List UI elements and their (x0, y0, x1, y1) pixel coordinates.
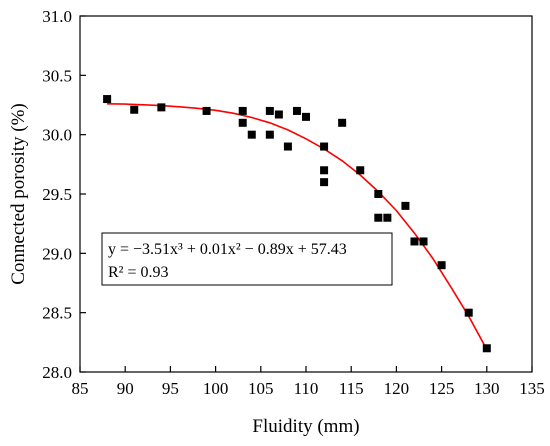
y-tick-label: 29.0 (42, 244, 72, 263)
data-point (320, 166, 329, 175)
fit-curve (107, 103, 488, 350)
data-point (320, 178, 329, 187)
x-tick-label: 85 (72, 379, 89, 398)
data-point (238, 106, 247, 115)
data-point (103, 95, 112, 104)
r-squared-label: R² = 0.93 (108, 264, 169, 281)
y-tick-label: 31.0 (42, 7, 72, 26)
data-point (383, 213, 392, 222)
x-tick-label: 95 (162, 379, 179, 398)
data-point (338, 118, 347, 127)
data-point (247, 130, 256, 139)
data-point (401, 201, 410, 210)
x-tick-label: 130 (474, 379, 500, 398)
x-tick-label: 135 (519, 379, 545, 398)
data-point (374, 190, 383, 198)
data-point (419, 237, 428, 246)
data-point (464, 308, 473, 317)
x-tick-label: 90 (117, 379, 134, 398)
data-point (283, 142, 292, 151)
y-tick-label: 28.5 (42, 304, 72, 323)
data-point (356, 166, 365, 175)
y-tick-label: 30.5 (42, 66, 72, 85)
data-point (202, 106, 211, 115)
data-point (292, 106, 301, 115)
x-tick-label: 115 (339, 379, 364, 398)
x-axis-title: Fluidity (mm) (252, 416, 359, 437)
chart-marks (103, 95, 491, 353)
fit-equation: y = −3.51x³ + 0.01x² − 0.89x + 57.43 (108, 241, 347, 258)
data-point (437, 261, 446, 270)
plot-area-frame (79, 15, 533, 373)
x-tick-label: 110 (294, 379, 319, 398)
y-axis-title: Connected porosity (%) (8, 103, 29, 285)
y-tick-label: 29.5 (42, 185, 72, 204)
equation-box-frame (101, 232, 393, 286)
y-tick-label: 30.0 (42, 126, 72, 145)
x-tick-label: 120 (384, 379, 410, 398)
data-point (374, 213, 383, 222)
data-point (302, 112, 310, 121)
data-point (265, 106, 274, 115)
data-point (320, 142, 329, 151)
x-tick-label: 100 (203, 379, 229, 398)
data-point (274, 110, 283, 119)
x-tick-label: 105 (248, 379, 274, 398)
data-point (482, 344, 491, 353)
data-point (130, 105, 139, 114)
data-point (238, 118, 247, 127)
axis-ticks: 85 90 95 100 105 110 115 120 125 130 135 28.0 28.5 29… (42, 7, 545, 398)
equation-box: y = −3.51x³ + 0.01x² − 0.89x + 57.43 R² … (101, 232, 393, 286)
data-point (265, 130, 274, 139)
x-tick-label: 125 (429, 379, 455, 398)
data-point (157, 103, 166, 112)
y-tick-label: 28.0 (42, 363, 72, 382)
data-point (410, 237, 419, 246)
